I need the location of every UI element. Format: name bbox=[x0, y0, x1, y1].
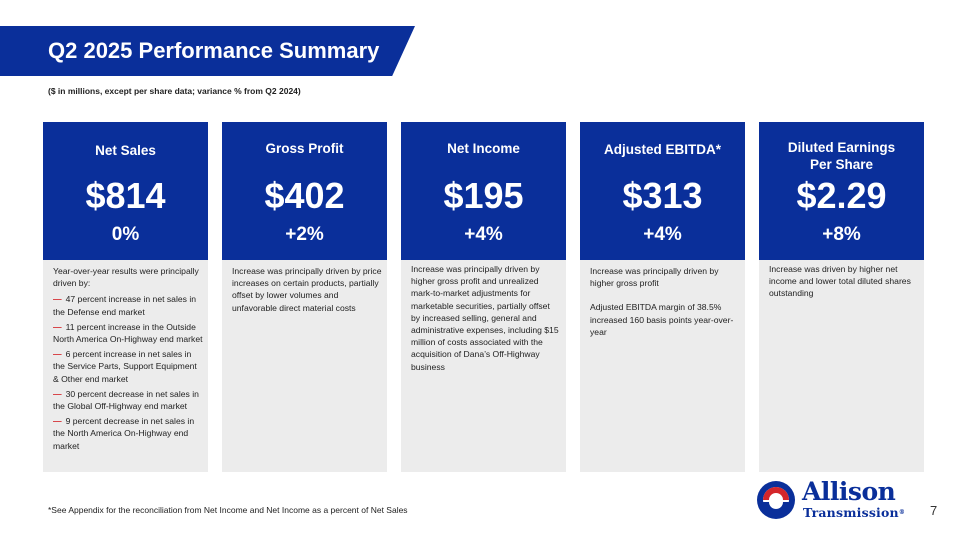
logo-word2-text: Transmission bbox=[803, 505, 899, 520]
bullet-list: —47 percent increase in net sales in the… bbox=[53, 293, 203, 451]
card-body: Increase was principally driven by price… bbox=[232, 265, 382, 314]
card-change: 0% bbox=[111, 224, 140, 245]
card-label-line2: Per Share bbox=[809, 157, 874, 172]
card-label-line1: Diluted Earnings bbox=[787, 140, 896, 155]
card-change: +8% bbox=[822, 224, 861, 245]
page-title: Q2 2025 Performance Summary bbox=[48, 38, 380, 63]
card-value: $814 bbox=[85, 175, 166, 216]
registered-mark: ® bbox=[898, 509, 906, 516]
allison-logo-icon bbox=[757, 481, 795, 519]
bullet-text: 9 percent decrease in net sales in the N… bbox=[53, 416, 195, 451]
card-label: Adjusted EBITDA* bbox=[603, 142, 721, 157]
card-label: Gross Profit bbox=[265, 141, 344, 156]
card-value: $313 bbox=[622, 175, 703, 216]
card-header: Net Income $195 +4% bbox=[401, 122, 566, 260]
card-label: Net Sales bbox=[95, 143, 156, 158]
card-change: +2% bbox=[285, 224, 324, 245]
list-item: —9 percent decrease in net sales in the … bbox=[53, 415, 203, 452]
dash-icon: — bbox=[53, 416, 62, 427]
card-text: Increase was principally driven by highe… bbox=[590, 266, 719, 289]
footnote: *See Appendix for the reconciliation fro… bbox=[48, 505, 408, 515]
page-number: 7 bbox=[930, 503, 938, 518]
card-adjusted-ebitda: Adjusted EBITDA* $313 +4% Increase was p… bbox=[580, 122, 745, 472]
bullet-text: 11 percent increase in the Outside North… bbox=[53, 321, 203, 345]
card-value: $402 bbox=[264, 175, 345, 216]
card-body: Increase was principally driven by highe… bbox=[590, 265, 740, 338]
allison-logo: Allison Transmission® bbox=[756, 478, 924, 522]
card-label: Net Income bbox=[447, 141, 520, 156]
dash-icon: — bbox=[53, 321, 62, 332]
bullet-text: 30 percent decrease in net sales in the … bbox=[53, 388, 199, 412]
card-net-income: Net Income $195 +4% Increase was princip… bbox=[401, 122, 566, 472]
list-item: —30 percent decrease in net sales in the… bbox=[53, 388, 203, 412]
logo-word-allison: Allison bbox=[802, 477, 896, 506]
list-item: —11 percent increase in the Outside Nort… bbox=[53, 321, 203, 345]
card-header: Diluted Earnings Per Share $2.29 +8% bbox=[759, 122, 924, 260]
card-body: Increase was driven by higher net income… bbox=[769, 263, 919, 300]
card-header: Gross Profit $402 +2% bbox=[222, 122, 387, 260]
card-intro: Year-over-year results were principally … bbox=[53, 266, 199, 289]
card-change: +4% bbox=[464, 224, 503, 245]
list-item: —6 percent increase in net sales in the … bbox=[53, 348, 203, 385]
title-banner bbox=[0, 26, 415, 76]
card-net-sales: Net Sales $814 0% Year-over-year results… bbox=[43, 122, 208, 472]
card-header: Net Sales $814 0% bbox=[43, 122, 208, 260]
card-text: Increase was principally driven by price… bbox=[232, 266, 382, 313]
bullet-text: 47 percent increase in net sales in the … bbox=[53, 294, 197, 317]
card-value: $2.29 bbox=[796, 175, 887, 216]
card-diluted-eps: Diluted Earnings Per Share $2.29 +8% Inc… bbox=[759, 122, 924, 472]
card-text-secondary: Adjusted EBITDA margin of 38.5% increase… bbox=[590, 302, 734, 337]
card-body: Increase was principally driven by highe… bbox=[411, 263, 561, 373]
card-change: +4% bbox=[643, 224, 682, 245]
dash-icon: — bbox=[53, 294, 62, 305]
dash-icon: — bbox=[53, 349, 62, 360]
bullet-text: 6 percent increase in net sales in the S… bbox=[53, 349, 197, 384]
list-item: —47 percent increase in net sales in the… bbox=[53, 293, 203, 317]
page-subtitle: ($ in millions, except per share data; v… bbox=[48, 86, 301, 96]
card-body: Year-over-year results were principally … bbox=[53, 265, 203, 455]
card-value: $195 bbox=[443, 175, 524, 216]
logo-word-transmission: Transmission® bbox=[803, 506, 905, 520]
card-label: Diluted Earnings Per Share bbox=[759, 139, 924, 173]
card-text: Increase was driven by higher net income… bbox=[769, 264, 911, 299]
card-gross-profit: Gross Profit $402 +2% Increase was princ… bbox=[222, 122, 387, 472]
card-header: Adjusted EBITDA* $313 +4% bbox=[580, 122, 745, 260]
dash-icon: — bbox=[53, 388, 62, 399]
card-text: Increase was principally driven by highe… bbox=[411, 264, 559, 372]
